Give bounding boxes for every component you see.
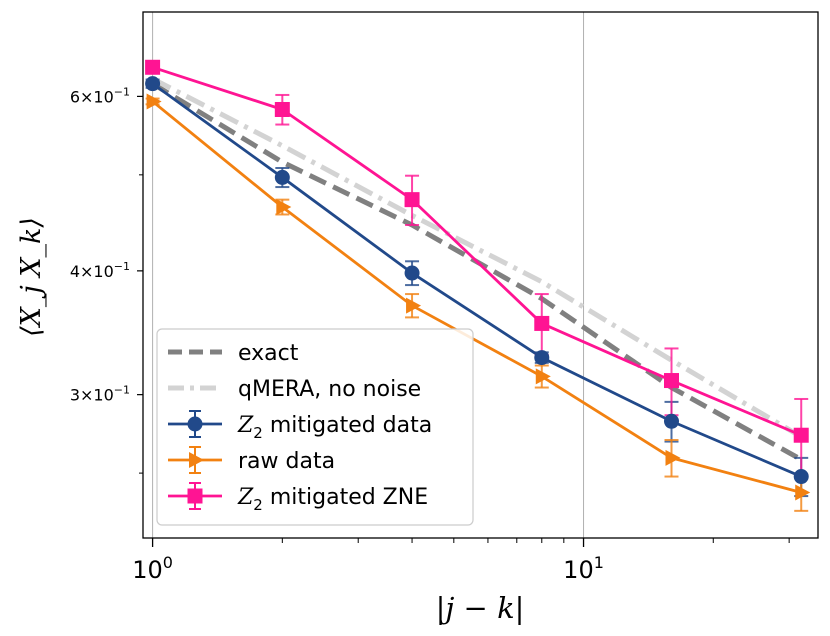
data-point-square (664, 373, 680, 389)
data-point-square (187, 488, 203, 504)
data-point-triangle (795, 484, 811, 501)
x-axis-label: |j − k| (436, 591, 525, 625)
axes-ticks: 100 101 6×10−1 4×10−1 3×10−1 (70, 85, 790, 584)
data-point-triangle (146, 93, 162, 110)
data-point-circle (145, 76, 161, 92)
data-point-circle (187, 416, 203, 432)
data-point-square (404, 192, 420, 208)
data-point-circle (534, 350, 550, 366)
legend-label: Z2 mitigated data (237, 413, 432, 442)
data-point-square (145, 59, 161, 75)
y-tick-label: 3×10−1 (70, 384, 130, 405)
y-axis-label: ⟨X_j X_k⟩ (16, 217, 47, 337)
series-line (151, 76, 803, 439)
series-lines (151, 65, 803, 494)
data-point-triangle (535, 368, 551, 385)
x-tick-label: 100 (132, 553, 173, 584)
data-point-triangle (406, 297, 422, 314)
data-point-square (793, 427, 809, 443)
series-line (151, 100, 802, 494)
legend-label: exact (238, 341, 299, 366)
data-point-triangle (189, 452, 204, 468)
y-tick-label: 4×10−1 (70, 260, 130, 281)
series-line (151, 82, 802, 478)
data-point-triangle (276, 198, 292, 215)
data-markers (145, 59, 811, 501)
legend-label: Z2 mitigated ZNE (237, 485, 428, 514)
legend-box (156, 328, 474, 526)
y-tick-label: 6×10−1 (70, 85, 130, 106)
legend-label: qMERA, no noise (238, 377, 421, 402)
data-point-circle (274, 169, 290, 185)
data-point-circle (404, 265, 420, 281)
data-point-square (534, 315, 550, 331)
data-point-triangle (665, 449, 681, 466)
series-line (152, 65, 802, 437)
data-point-square (274, 101, 290, 117)
x-tick-label: 101 (563, 553, 604, 584)
legend: exact qMERA, no noise Z2 mitigated data raw… (156, 328, 474, 526)
data-point-circle (664, 413, 680, 429)
legend-label: raw data (238, 449, 335, 474)
data-point-circle (793, 469, 809, 485)
plot-frame (142, 11, 819, 539)
